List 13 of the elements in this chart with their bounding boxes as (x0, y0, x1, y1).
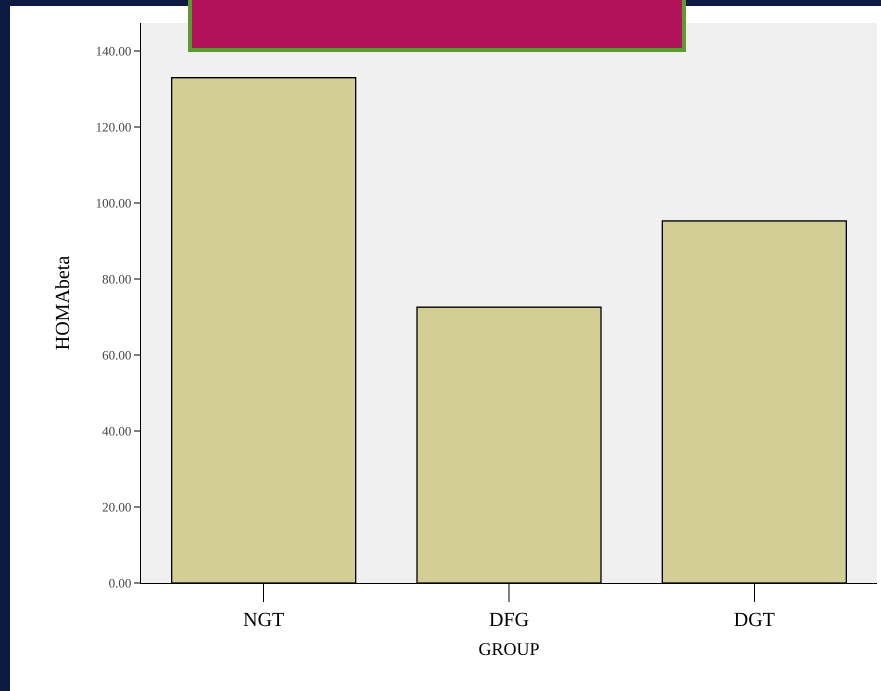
x-tick-label: DGT (734, 609, 775, 631)
x-tick-label: NGT (243, 609, 284, 631)
y-tick-label: 20.00 (102, 500, 132, 515)
y-tick-label: 40.00 (102, 424, 132, 439)
y-tick-label: 140.00 (96, 44, 132, 59)
y-tick-label: 80.00 (102, 272, 132, 287)
x-tick-label: DFG (488, 609, 530, 631)
y-axis-title: HOMAbeta (52, 256, 74, 350)
x-axis-title: GROUP (478, 639, 540, 660)
y-tick-label: 100.00 (96, 196, 132, 211)
y-tick-label: 0.00 (108, 576, 132, 591)
y-tick-label: 120.00 (96, 120, 132, 135)
y-tick-label: 60.00 (102, 348, 132, 363)
